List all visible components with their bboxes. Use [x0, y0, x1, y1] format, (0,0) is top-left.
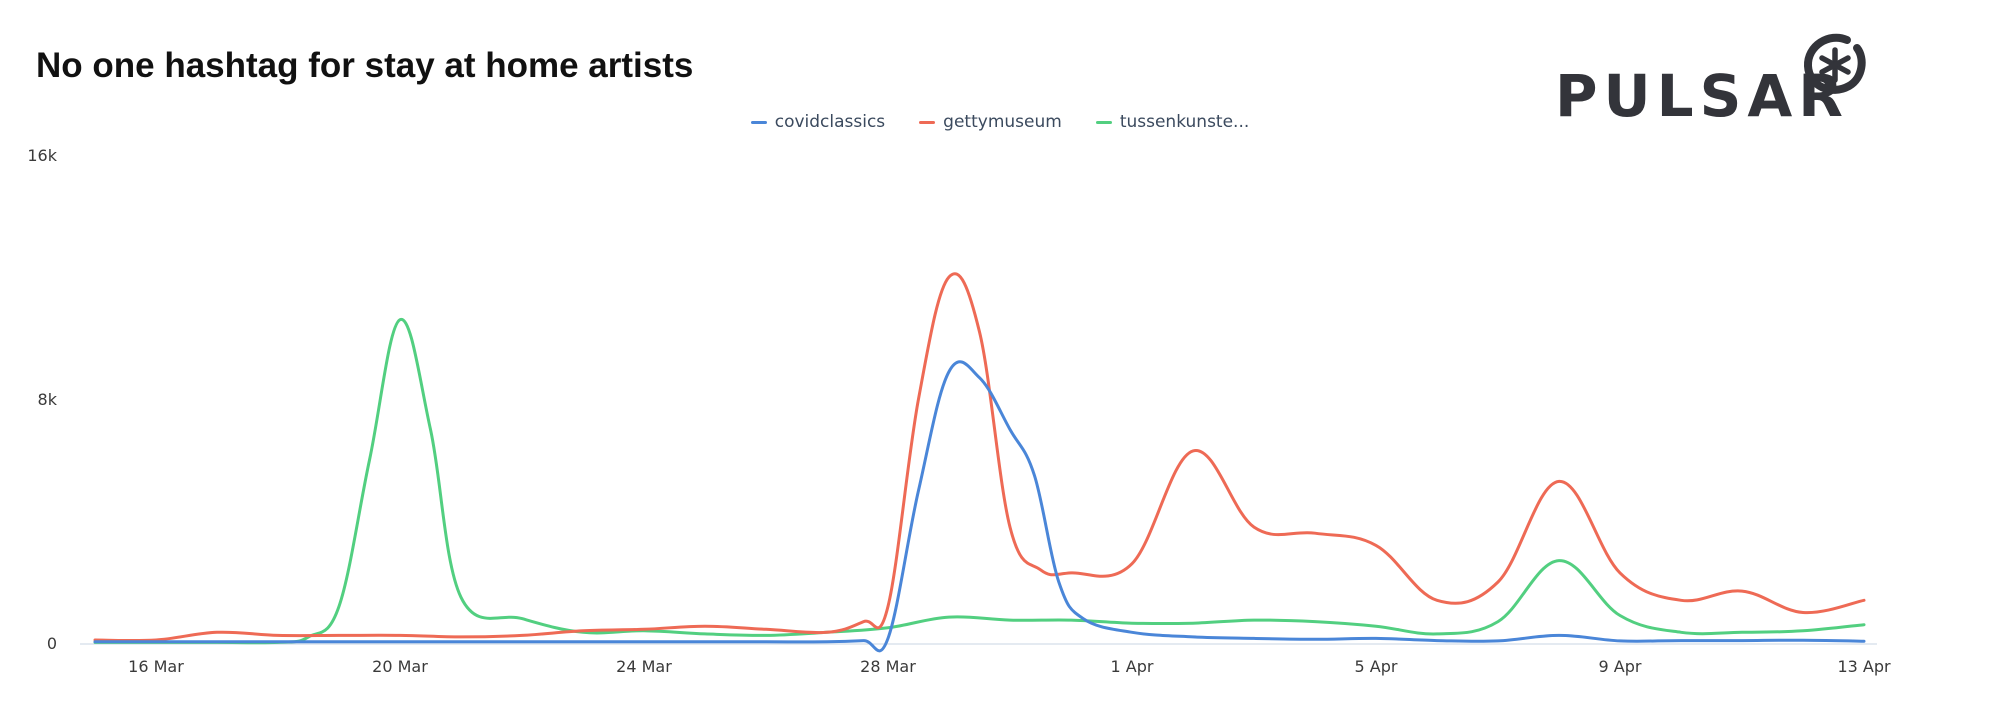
legend-item-covidclassics[interactable]: covidclassics	[750, 112, 886, 132]
pulsar-logo: PULSAR	[1555, 30, 1875, 130]
x-tick-label: 9 Apr	[1599, 657, 1642, 676]
series-line-covidclassics[interactable]	[93, 360, 1866, 653]
legend-label: covidclassics	[774, 112, 886, 132]
x-axis: 16 Mar 20 Mar 24 Mar 28 Mar 1 Apr 5 Apr 9 Apr 1…	[128, 657, 1891, 676]
x-tick-label: 24 Mar	[616, 657, 672, 676]
asterisk-circle-icon	[1804, 33, 1866, 94]
legend-label: gettymuseum	[943, 112, 1062, 132]
y-tick-label: 16k	[27, 146, 57, 165]
x-tick-label: 13 Apr	[1837, 657, 1891, 676]
series-line-gettymuseum[interactable]	[93, 272, 1866, 643]
x-tick-label: 28 Mar	[860, 657, 916, 676]
x-tick-label: 1 Apr	[1111, 657, 1154, 676]
legend-item-gettymuseum[interactable]: gettymuseum	[919, 112, 1062, 132]
chart-title: No one hashtag for stay at home artists	[36, 46, 694, 85]
series-line-tussenkunste[interactable]	[93, 318, 1866, 645]
y-axis: 0 8k 16k	[27, 146, 57, 653]
legend-swatch-tussenkunste	[1095, 120, 1112, 124]
legend-swatch-gettymuseum	[919, 120, 936, 124]
x-tick-label: 5 Apr	[1355, 657, 1398, 676]
legend-item-tussenkunste[interactable]: tussenkunste...	[1095, 112, 1250, 132]
logo-text: PULSAR	[1555, 62, 1849, 130]
legend-label: tussenkunste...	[1119, 112, 1250, 132]
x-tick-label: 20 Mar	[372, 657, 428, 676]
legend-swatch-covidclassics	[750, 120, 767, 124]
x-tick-label: 16 Mar	[128, 657, 184, 676]
y-tick-label: 0	[47, 634, 57, 653]
series-lines	[93, 272, 1866, 653]
y-tick-label: 8k	[38, 390, 58, 409]
chart-legend: covidclassics gettymuseum tussenkunste..…	[0, 112, 2000, 132]
